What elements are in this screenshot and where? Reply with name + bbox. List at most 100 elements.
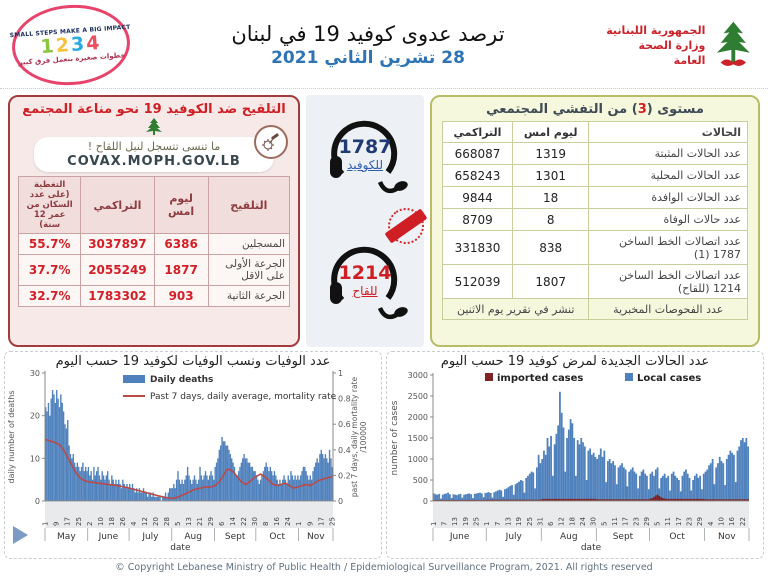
svg-text:1: 1 <box>430 522 438 526</box>
row-cumulative: 1783302 <box>80 285 155 307</box>
row-label: عدد اتصالات الخط الساخن 1787 (1) <box>588 230 748 265</box>
svg-text:Nov: Nov <box>718 532 736 542</box>
svg-text:0: 0 <box>35 497 40 506</box>
row-yesterday: 1807 <box>511 264 590 299</box>
svg-text:10: 10 <box>717 517 725 526</box>
row-cumulative: 512039 <box>442 264 513 299</box>
svg-text:18: 18 <box>568 517 576 526</box>
svg-text:date: date <box>170 543 191 553</box>
row-label: المسجلين <box>207 233 291 255</box>
charts-row: عدد الوفيات ونسب الوفيات لكوفيد 19 حسب ا… <box>0 349 768 561</box>
svg-text:0.6: 0.6 <box>338 420 351 429</box>
hotlines-panel: 1787 للكوفيد 1214 للقاح <box>306 95 432 347</box>
svg-text:11: 11 <box>611 517 619 526</box>
svg-text:16: 16 <box>273 517 281 526</box>
ministry-logo: الجمهورية اللبنانية وزارة الصحة العامة <box>606 19 756 71</box>
svg-text:13: 13 <box>504 517 512 526</box>
svg-text:9: 9 <box>53 522 61 526</box>
svg-text:31: 31 <box>536 517 544 526</box>
svg-text:4: 4 <box>130 521 138 526</box>
svg-text:1: 1 <box>483 522 491 526</box>
page-title: ترصد عدوى كوفيد 19 في لبنان <box>231 22 505 46</box>
vaccination-table-header: التلقيح ليوم امس التراكمي التغطية (على ع… <box>17 176 291 234</box>
cases-table: الحالات ليوم امس التراكمي عدد الحالات ال… <box>441 121 748 320</box>
content-row: التلقيح ضد الكوفيد 19 نحو مناعة المجتمع … <box>0 89 768 349</box>
deaths-chart-panel: عدد الوفيات ونسب الوفيات لكوفيد 19 حسب ا… <box>4 351 382 559</box>
svg-text:2000: 2000 <box>408 413 428 422</box>
col-vaccination: التلقيح <box>207 176 291 234</box>
svg-text:6: 6 <box>547 521 555 526</box>
row-label: عدد اتصالات الخط الساخن 1214 (للقاح) <box>588 264 748 299</box>
col-cumulative: التراكمي <box>442 121 513 143</box>
row-cumulative: 668087 <box>442 142 513 165</box>
svg-text:28: 28 <box>163 517 171 526</box>
svg-text:7: 7 <box>494 522 502 526</box>
spread-level-title: مستوى (3) من التفشي المجتمعي <box>486 102 704 117</box>
svg-text:Daily deaths: Daily deaths <box>150 375 213 385</box>
campaign-stamp-logo: SMALL STEPS MAKE A BIG IMPACT 1234 خطوات… <box>9 0 133 90</box>
svg-text:17: 17 <box>317 517 325 526</box>
svg-text:10: 10 <box>97 517 105 526</box>
svg-text:30: 30 <box>251 517 259 526</box>
svg-text:9: 9 <box>306 522 314 526</box>
svg-text:13: 13 <box>451 517 459 526</box>
svg-text:0.2: 0.2 <box>338 471 351 480</box>
svg-text:8: 8 <box>262 522 270 526</box>
svg-text:17: 17 <box>675 517 683 526</box>
svg-text:17: 17 <box>622 517 630 526</box>
row-yesterday: 838 <box>511 230 590 265</box>
svg-text:June: June <box>98 532 119 542</box>
svg-text:22: 22 <box>240 517 248 526</box>
svg-text:1: 1 <box>42 522 50 526</box>
vaccination-box: التلقيح ضد الكوفيد 19 نحو مناعة المجتمع … <box>8 95 300 347</box>
svg-text:Nov: Nov <box>307 532 325 542</box>
svg-text:Oct: Oct <box>669 532 685 542</box>
svg-text:29: 29 <box>696 517 704 526</box>
row-cumulative: 2055249 <box>80 254 155 286</box>
svg-text:Sept: Sept <box>613 532 634 542</box>
row-coverage: 32.7% <box>17 285 82 307</box>
svg-text:number of cases: number of cases <box>390 400 400 475</box>
svg-text:July: July <box>141 532 159 542</box>
svg-text:25: 25 <box>328 517 336 526</box>
svg-text:7: 7 <box>441 522 449 526</box>
vaccine-hotline-label: للقاح <box>352 284 378 298</box>
ministry-line2: وزارة الصحة العامة <box>638 38 706 67</box>
table-row: عدد الحالات الوافدة 18 9844 <box>442 186 748 209</box>
svg-text:1000: 1000 <box>408 455 428 464</box>
svg-text:0.4: 0.4 <box>338 446 351 455</box>
svg-text:Aug: Aug <box>184 532 202 542</box>
svg-text:12: 12 <box>558 517 566 526</box>
svg-text:1: 1 <box>338 369 343 378</box>
svg-text:21: 21 <box>196 517 204 526</box>
svg-text:13: 13 <box>185 517 193 526</box>
svg-text:Past 7 days, daily average, mo: Past 7 days, daily average, mortality ra… <box>150 392 337 402</box>
covax-link[interactable]: COVAX.MOPH.GOV.LB <box>67 154 241 169</box>
lab-tests-row: عدد الفحوصات المخبرية تنشر في تقرير يوم ا… <box>441 298 748 320</box>
col-yesterday: ليوم امس <box>511 121 590 143</box>
row-coverage: 55.7% <box>17 233 82 255</box>
cedar-mini-icon <box>146 118 162 135</box>
row-label: عدد الحالات المثبتة <box>588 142 748 165</box>
play-icon[interactable] <box>13 526 28 544</box>
svg-text:5: 5 <box>654 522 662 526</box>
svg-text:19: 19 <box>515 517 523 526</box>
col-coverage: التغطية (على عدد السكان من عمر 12 سنة) <box>17 176 82 234</box>
campaign-stamp-inner: SMALL STEPS MAKE A BIG IMPACT 1234 خطوات… <box>9 0 133 90</box>
svg-text:30: 30 <box>590 517 598 526</box>
svg-text:11: 11 <box>664 517 672 526</box>
svg-text:18: 18 <box>108 517 116 526</box>
vaccine-hotline-number: 1214 <box>338 262 392 284</box>
svg-text:0: 0 <box>338 497 343 506</box>
svg-text:20: 20 <box>152 517 160 526</box>
svg-text:2: 2 <box>86 522 94 526</box>
svg-text:1: 1 <box>295 522 303 526</box>
table-row: المسجلين 6386 3037897 55.7% <box>17 233 291 255</box>
svg-text:2500: 2500 <box>408 392 428 401</box>
svg-text:Oct: Oct <box>269 532 285 542</box>
svg-text:May: May <box>57 532 76 542</box>
col-yesterday: ليوم امس <box>153 176 209 234</box>
covax-reminder: ما تنسى تتسجل لنيل اللقاح ! COVAX.MOPH.G… <box>34 137 274 172</box>
svg-text:0: 0 <box>423 497 428 506</box>
svg-text:24: 24 <box>579 517 587 526</box>
